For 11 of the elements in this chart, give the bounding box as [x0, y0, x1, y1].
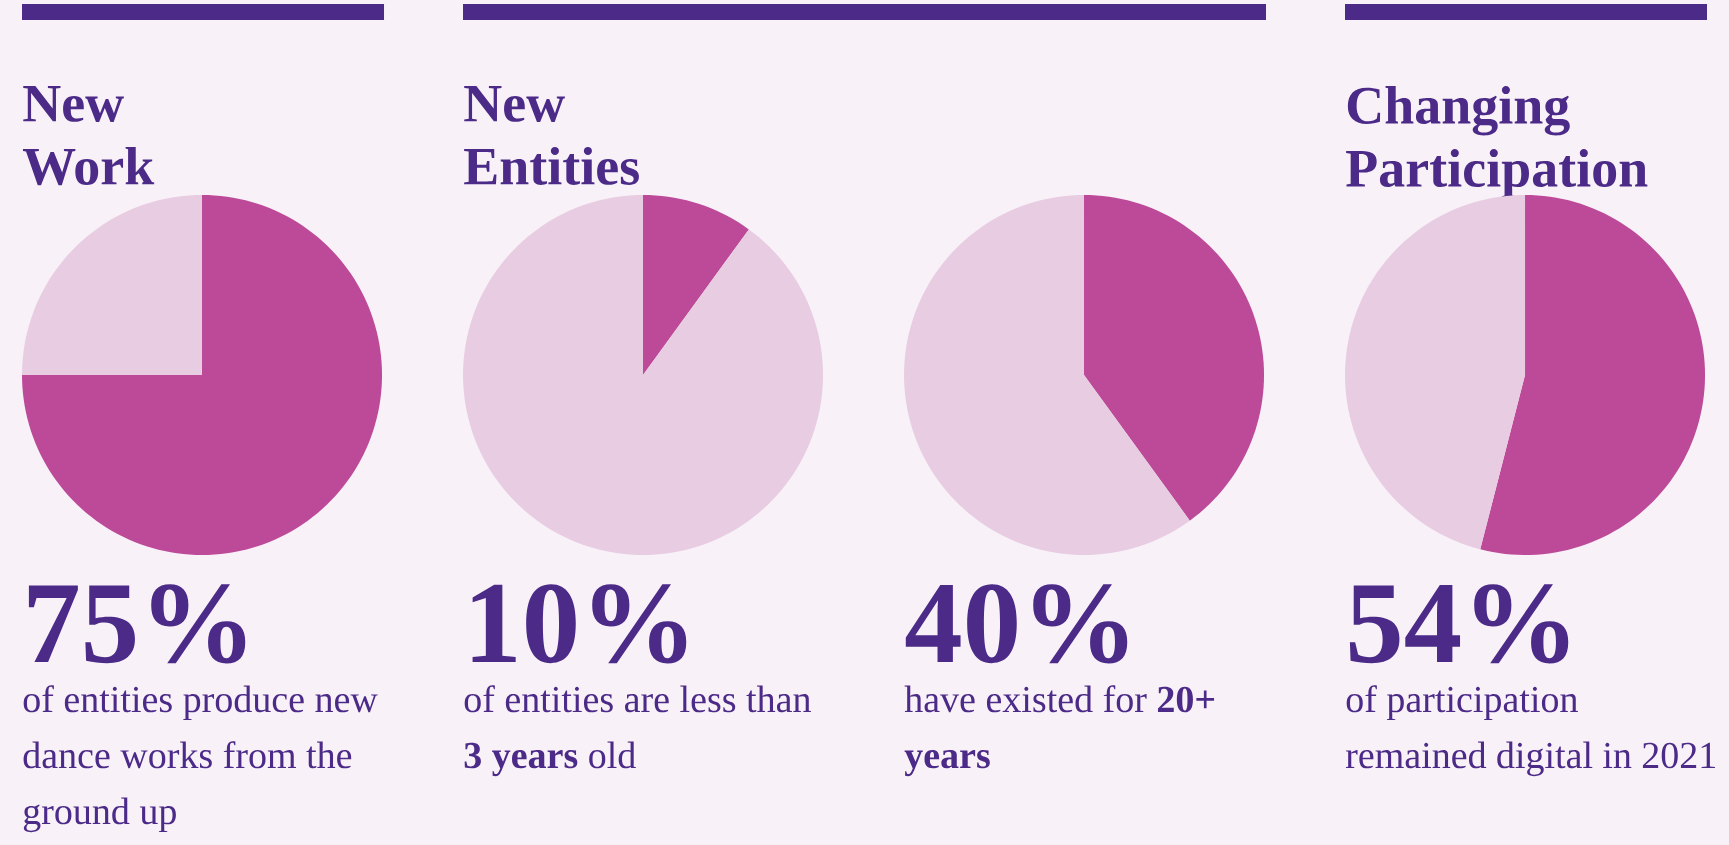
text: 75%: [28, 584, 246, 664]
chart-title: New Work: [22, 86, 155, 186]
text: of entities produce new dance works from the ground up: [23, 685, 378, 833]
chart-title: Changing Participation: [1346, 86, 1648, 198]
text: 54%: [1349, 584, 1569, 664]
text: of participation remained digital in 2021: [1345, 685, 1715, 777]
text: of entities are less than 3 years old: [464, 685, 811, 777]
text: have existed for 20+ years: [904, 685, 1215, 777]
text: 10%: [472, 584, 687, 664]
chart-title: New Entities: [464, 86, 639, 185]
text: 40%: [905, 584, 1128, 664]
